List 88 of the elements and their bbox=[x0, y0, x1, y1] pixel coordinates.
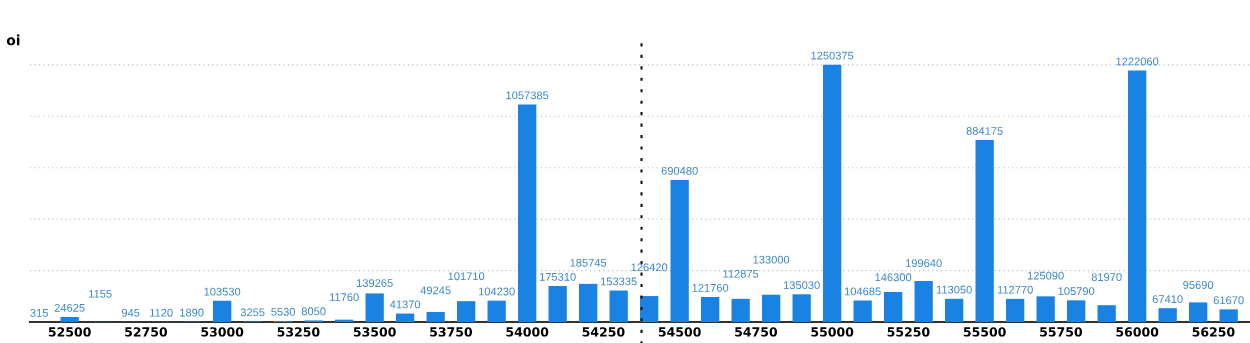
bar bbox=[762, 294, 781, 323]
bar bbox=[823, 64, 842, 323]
x-tick-label: 52500 bbox=[48, 327, 91, 337]
data-label: 49245 bbox=[420, 286, 451, 295]
data-label: 153335 bbox=[600, 277, 637, 286]
data-label: 112875 bbox=[723, 269, 759, 278]
data-label: 1155 bbox=[89, 289, 112, 298]
data-label: 8050 bbox=[301, 307, 326, 316]
bar bbox=[457, 301, 476, 323]
bar bbox=[365, 293, 384, 323]
bar bbox=[640, 296, 659, 323]
data-label: 185745 bbox=[570, 258, 607, 267]
x-tick-label: 56250 bbox=[1192, 327, 1235, 337]
x-tick-label: 53500 bbox=[353, 327, 396, 337]
data-label: 175310 bbox=[539, 272, 576, 281]
bar bbox=[853, 300, 872, 323]
bar bbox=[914, 280, 933, 323]
bar bbox=[609, 290, 628, 323]
x-tick-label: 52750 bbox=[125, 327, 168, 337]
bar bbox=[1097, 305, 1116, 323]
bar bbox=[213, 300, 232, 323]
data-label: 1222060 bbox=[1116, 57, 1159, 66]
bar bbox=[701, 297, 720, 323]
data-label: 113050 bbox=[936, 285, 972, 294]
bar bbox=[60, 317, 79, 323]
data-label: 5530 bbox=[271, 307, 296, 316]
data-label: 104230 bbox=[478, 287, 515, 296]
x-tick-label: 54500 bbox=[658, 327, 701, 337]
data-label: 133000 bbox=[753, 255, 790, 264]
data-label: 24625 bbox=[54, 303, 85, 312]
x-tick-label: 55250 bbox=[887, 327, 930, 337]
data-label: 67410 bbox=[1152, 295, 1183, 304]
data-label: 95690 bbox=[1183, 281, 1214, 289]
bar bbox=[884, 291, 903, 323]
bar bbox=[518, 104, 537, 323]
bar bbox=[670, 179, 689, 323]
data-label: 199640 bbox=[905, 259, 942, 268]
bar bbox=[396, 313, 415, 323]
bar bbox=[975, 140, 994, 323]
bar bbox=[1128, 70, 1147, 323]
bar bbox=[1158, 308, 1177, 323]
data-label: 101710 bbox=[448, 272, 485, 281]
data-label: 139265 bbox=[356, 279, 393, 287]
data-label: 126420 bbox=[631, 263, 668, 272]
data-label: 61670 bbox=[1213, 296, 1244, 305]
bar bbox=[579, 283, 598, 323]
x-tick-label: 53750 bbox=[430, 327, 473, 337]
data-label: 11760 bbox=[329, 293, 359, 302]
x-tick-label: 54000 bbox=[506, 327, 549, 337]
x-tick-label: 54250 bbox=[582, 327, 625, 337]
bar bbox=[487, 300, 506, 323]
bar bbox=[1219, 309, 1238, 323]
bar bbox=[1006, 298, 1025, 323]
bar bbox=[731, 298, 750, 323]
data-label: 121760 bbox=[692, 283, 729, 292]
x-tick-label: 53000 bbox=[201, 327, 244, 337]
x-tick-label: 54750 bbox=[735, 327, 778, 337]
bar bbox=[792, 294, 811, 323]
data-label: 945 bbox=[121, 308, 140, 317]
data-label: 125090 bbox=[1027, 271, 1064, 280]
bar bbox=[1189, 302, 1208, 323]
x-tick-label: 55000 bbox=[811, 327, 854, 337]
y-axis-title: oi bbox=[6, 34, 20, 46]
bar bbox=[426, 311, 445, 323]
data-label: 112770 bbox=[997, 285, 1033, 294]
bar bbox=[548, 286, 567, 323]
data-label: 690480 bbox=[661, 166, 698, 175]
data-label: 1120 bbox=[150, 308, 173, 317]
bar bbox=[1067, 300, 1086, 323]
x-tick-label: 53250 bbox=[277, 327, 320, 337]
data-label: 103530 bbox=[204, 287, 241, 296]
data-label: 1890 bbox=[180, 308, 204, 317]
data-label: 81970 bbox=[1091, 273, 1122, 281]
data-label: 104685 bbox=[844, 287, 881, 296]
data-label: 884175 bbox=[966, 127, 1003, 135]
data-label: 41370 bbox=[389, 300, 421, 309]
bar bbox=[945, 298, 964, 323]
data-label: 1057385 bbox=[506, 91, 549, 100]
data-label: 146300 bbox=[875, 273, 912, 282]
bar bbox=[1036, 296, 1055, 323]
data-label: 135030 bbox=[783, 281, 820, 290]
data-label: 315 bbox=[30, 308, 48, 317]
data-label: 105790 bbox=[1058, 287, 1095, 296]
x-tick-label: 56000 bbox=[1116, 327, 1159, 337]
data-label: 1250375 bbox=[811, 51, 854, 60]
x-tick-label: 55500 bbox=[963, 327, 1006, 337]
x-tick-label: 55750 bbox=[1040, 327, 1083, 337]
data-label: 3255 bbox=[240, 308, 265, 317]
